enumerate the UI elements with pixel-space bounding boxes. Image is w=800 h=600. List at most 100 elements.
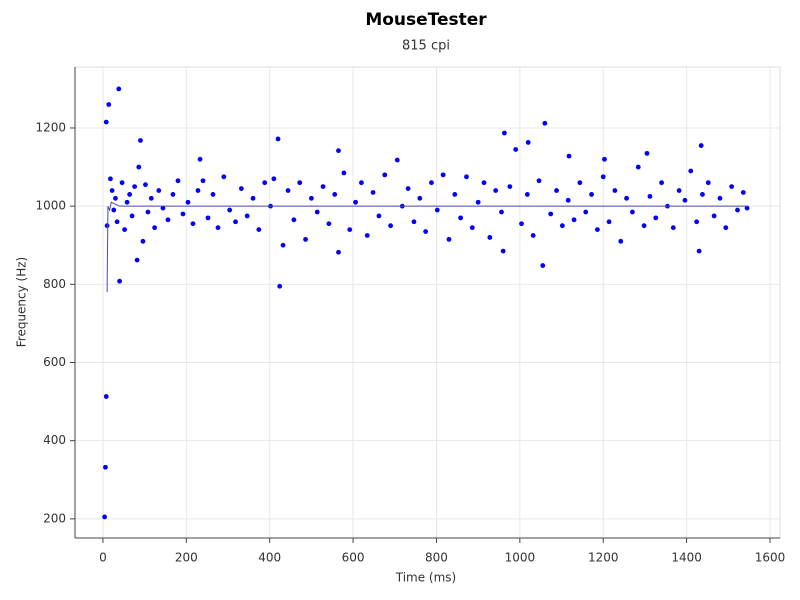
data-point — [280, 242, 286, 248]
data-point — [102, 514, 108, 520]
data-point — [370, 190, 376, 195]
data-point — [233, 219, 238, 225]
x-tick-label: 200 — [175, 551, 198, 565]
data-point — [606, 219, 612, 225]
data-point — [103, 464, 108, 470]
y-tick-label: 1000 — [35, 199, 66, 213]
data-point — [452, 192, 458, 197]
data-point — [308, 195, 314, 201]
data-point — [423, 229, 429, 234]
data-point — [134, 257, 140, 263]
data-point — [464, 174, 469, 180]
data-point — [524, 192, 530, 197]
x-tick-label: 400 — [258, 551, 281, 565]
data-point — [353, 199, 358, 205]
data-point — [138, 138, 143, 143]
data-point — [341, 170, 347, 176]
y-axis-label: Frequency (Hz) — [15, 257, 29, 348]
data-point — [630, 209, 635, 215]
data-point — [740, 190, 746, 195]
data-point — [429, 180, 434, 186]
data-point — [481, 180, 487, 186]
data-point — [600, 174, 606, 180]
data-point — [109, 188, 115, 193]
data-point — [116, 86, 122, 92]
data-point — [143, 182, 148, 188]
data-point — [320, 184, 326, 190]
data-point — [364, 233, 370, 238]
data-point — [114, 219, 120, 225]
data-point — [694, 219, 700, 225]
data-point — [394, 157, 400, 163]
data-point — [332, 192, 338, 197]
data-point — [127, 192, 133, 197]
data-point — [347, 227, 353, 233]
data-point — [291, 217, 297, 223]
data-point — [336, 148, 341, 154]
data-point — [682, 197, 688, 203]
data-point — [594, 227, 600, 233]
data-point — [624, 195, 629, 201]
data-point — [499, 209, 504, 215]
data-point — [103, 394, 109, 399]
plot-area — [74, 66, 781, 539]
data-point — [411, 219, 417, 225]
data-point — [119, 180, 125, 186]
data-point — [148, 195, 154, 201]
data-point — [175, 178, 181, 184]
data-point — [215, 225, 221, 231]
data-point — [238, 186, 244, 191]
x-tick-label: 600 — [342, 551, 365, 565]
data-point — [103, 119, 109, 125]
data-point — [388, 223, 394, 229]
data-point — [221, 174, 227, 180]
data-point — [152, 225, 158, 231]
data-point — [635, 164, 641, 170]
data-point — [106, 102, 112, 107]
data-point — [559, 223, 565, 229]
data-point — [185, 199, 191, 205]
data-point — [502, 130, 507, 136]
data-point — [297, 180, 303, 186]
data-point — [210, 192, 216, 197]
y-tick-label: 600 — [43, 355, 66, 369]
data-point — [469, 225, 475, 231]
x-tick-label: 1000 — [505, 551, 536, 565]
data-line — [106, 201, 748, 293]
data-point — [136, 164, 142, 170]
data-point — [705, 180, 711, 186]
data-point — [487, 235, 493, 240]
data-point — [303, 236, 308, 242]
data-point — [277, 283, 283, 289]
data-point — [700, 192, 705, 197]
data-point — [244, 213, 250, 219]
y-tick-label: 400 — [43, 433, 66, 447]
data-point — [647, 193, 653, 199]
data-point — [250, 195, 256, 201]
data-point — [530, 233, 536, 238]
data-point — [129, 213, 135, 219]
data-point — [475, 199, 481, 205]
chart-title: MouseTester — [365, 10, 487, 30]
data-point — [513, 147, 519, 152]
data-point — [326, 221, 332, 227]
data-point — [583, 209, 589, 215]
data-point — [548, 211, 554, 217]
data-point — [376, 213, 382, 219]
data-point — [104, 223, 110, 229]
x-tick-label: 0 — [99, 551, 107, 565]
data-point — [145, 209, 151, 215]
data-point — [735, 207, 740, 213]
data-point — [525, 140, 531, 145]
data-point — [336, 249, 341, 255]
data-point — [612, 188, 618, 193]
data-point — [271, 176, 277, 182]
data-point — [676, 188, 682, 193]
data-point — [405, 186, 411, 191]
data-point — [124, 199, 130, 205]
data-point — [117, 278, 123, 284]
data-point — [434, 207, 440, 213]
data-point — [227, 207, 233, 213]
data-point — [653, 215, 659, 221]
